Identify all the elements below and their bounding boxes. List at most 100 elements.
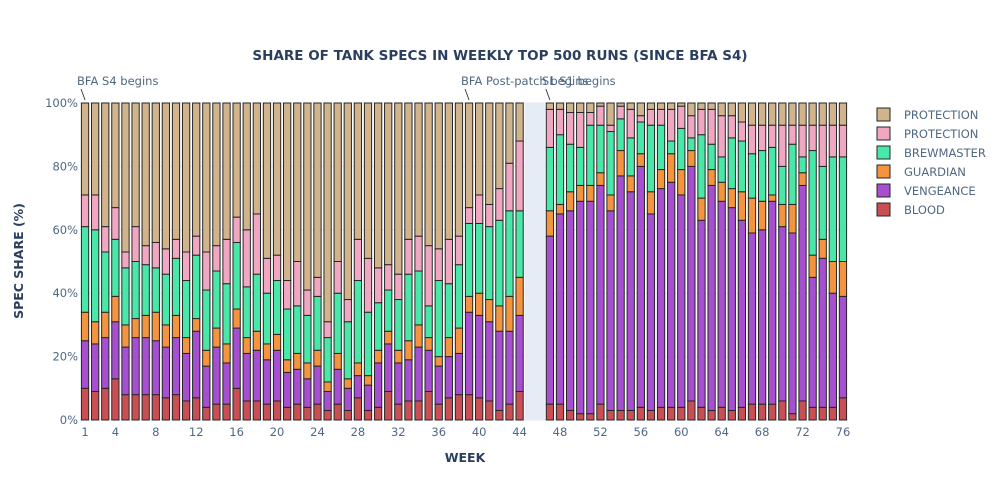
bar-segment-brewmaster — [485, 226, 494, 301]
bar-segment-vengeance — [181, 352, 191, 402]
bar-segment-protection-paladin — [656, 108, 666, 126]
bar-segment-vengeance — [778, 226, 787, 402]
bar-segment-protection-warrior — [626, 102, 635, 110]
bar-segment-brewmaster — [667, 140, 676, 155]
bar-segment-guardian — [626, 175, 635, 193]
bar-segment-protection-paladin — [586, 112, 595, 126]
bar-week-55 — [626, 102, 635, 421]
x-tick-label: 72 — [795, 425, 810, 439]
bar-segment-blood — [444, 397, 453, 421]
bars-layer — [80, 102, 848, 421]
bar-week-11 — [181, 102, 191, 421]
bar-segment-vengeance — [222, 362, 231, 405]
bar-segment-brewmaster — [515, 210, 524, 278]
annotation-arrow — [464, 88, 470, 101]
bar-segment-protection-paladin — [212, 245, 221, 272]
bar-week-73 — [808, 102, 817, 421]
bar-segment-vengeance — [555, 213, 565, 405]
bar-segment-blood — [424, 390, 433, 421]
bar-segment-protection-warrior — [475, 102, 484, 196]
bar-segment-protection-warrior — [697, 102, 706, 110]
bar-segment-brewmaster — [363, 311, 373, 377]
bar-segment-protection-paladin — [404, 238, 413, 275]
bar-segment-brewmaster — [333, 292, 342, 354]
bar-segment-protection-paladin — [677, 105, 686, 129]
bar-segment-vengeance — [798, 184, 807, 402]
chart-title: SHARE OF TANK SPECS IN WEEKLY TOP 500 RU… — [252, 48, 747, 64]
bar-segment-protection-paladin — [757, 124, 767, 152]
bar-segment-blood — [343, 409, 352, 421]
bar-segment-vengeance — [161, 346, 171, 399]
bar-segment-brewmaster — [343, 321, 352, 380]
bar-segment-brewmaster — [616, 118, 625, 152]
bar-week-26 — [333, 102, 342, 421]
legend-item[interactable]: PROTECTION — [876, 126, 978, 141]
bar-week-74 — [818, 102, 827, 421]
bar-segment-protection-warrior — [91, 102, 100, 196]
bar-segment-brewmaster — [697, 134, 706, 199]
bar-segment-protection-warrior — [798, 102, 807, 126]
x-tick-label: 8 — [152, 425, 159, 439]
bar-segment-blood — [394, 403, 403, 421]
bar-segment-protection-warrior — [565, 102, 575, 114]
legend-item[interactable]: PROTECTION — [876, 107, 978, 122]
bar-segment-blood — [272, 400, 282, 421]
bar-segment-brewmaster — [141, 264, 150, 316]
bar-segment-vengeance — [818, 257, 827, 408]
bar-segment-brewmaster — [454, 264, 464, 329]
bar-segment-brewmaster — [131, 261, 140, 320]
bar-segment-brewmaster — [394, 299, 403, 351]
bar-segment-protection-warrior — [151, 102, 160, 243]
legend-item[interactable]: BREWMASTER — [876, 145, 986, 160]
bar-segment-vengeance — [485, 321, 494, 402]
bar-segment-brewmaster — [606, 131, 615, 196]
bar-segment-blood — [778, 400, 787, 421]
y-axis-ticks: 0% 20% 40% 60% 80% 100% — [45, 96, 78, 427]
bar-segment-brewmaster — [101, 251, 110, 313]
bar-week-68 — [757, 102, 767, 421]
bar-segment-blood — [576, 413, 585, 421]
bar-segment-blood — [515, 390, 524, 421]
bar-week-17 — [242, 102, 251, 421]
bar-segment-blood — [313, 403, 322, 421]
x-tick-label: 12 — [189, 425, 204, 439]
bar-segment-vengeance — [576, 200, 585, 415]
bar-segment-protection-paladin — [101, 226, 110, 253]
legend-item[interactable]: BLOOD — [876, 202, 945, 217]
bar-week-59 — [667, 102, 676, 421]
bar-segment-vengeance — [495, 330, 504, 411]
bar-segment-blood — [636, 406, 645, 421]
bar-segment-vengeance — [646, 213, 656, 411]
bar-segment-vengeance — [414, 346, 423, 402]
bar-segment-guardian — [343, 378, 352, 389]
legend-item[interactable]: GUARDIAN — [876, 164, 966, 179]
bar-segment-protection-paladin — [232, 216, 241, 243]
bar-segment-guardian — [232, 308, 241, 329]
bar-segment-protection-paladin — [454, 235, 464, 266]
bar-segment-protection-warrior — [434, 102, 443, 250]
bar-segment-protection-paladin — [303, 289, 312, 316]
bar-segment-blood — [353, 397, 363, 421]
bar-segment-brewmaster — [80, 226, 90, 313]
bar-segment-blood — [121, 394, 130, 421]
bar-segment-protection-warrior — [444, 102, 453, 240]
bar-segment-brewmaster — [818, 165, 827, 240]
bar-segment-protection-warrior — [788, 102, 797, 126]
bar-segment-blood — [101, 387, 110, 421]
bar-week-32 — [394, 102, 403, 421]
bar-segment-protection-warrior — [212, 102, 221, 247]
bar-segment-guardian — [111, 295, 120, 323]
bar-segment-vengeance — [353, 375, 363, 399]
annotation-arrow — [545, 88, 551, 101]
bar-segment-blood — [545, 403, 555, 421]
bar-segment-brewmaster — [222, 283, 231, 345]
bar-segment-protection-warrior — [181, 102, 191, 253]
bar-week-58 — [656, 102, 666, 421]
legend-item[interactable]: VENGEANCE — [876, 183, 976, 198]
bar-segment-vengeance — [545, 235, 555, 405]
bar-segment-brewmaster — [788, 143, 797, 205]
bar-segment-guardian — [778, 203, 787, 228]
bar-segment-blood — [798, 400, 807, 421]
annotation-label: BFA S4 begins — [77, 74, 158, 88]
bar-segment-blood — [616, 409, 625, 421]
